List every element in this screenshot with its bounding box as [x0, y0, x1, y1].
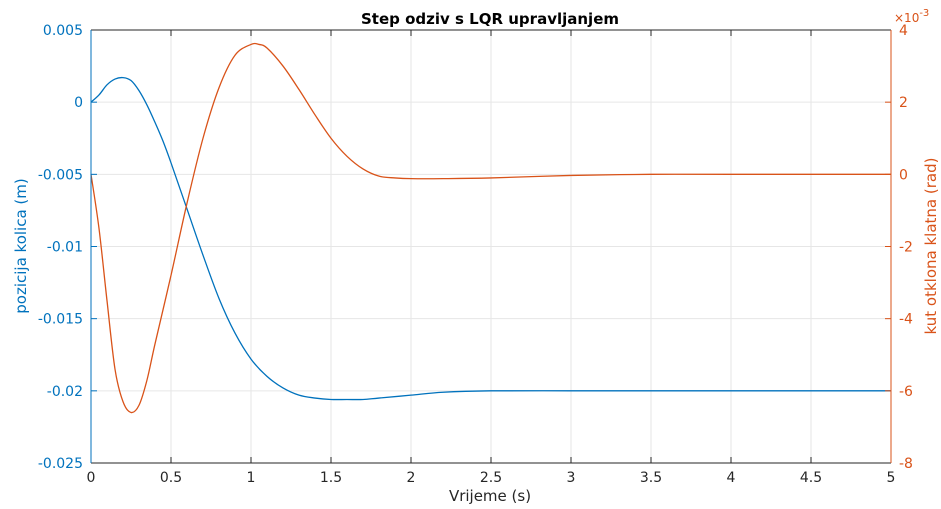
exponent-base: ×10	[894, 11, 919, 25]
y-axis-label-right: kut otklona klatna (rad)	[922, 158, 940, 335]
y-left-tick-label: -0.02	[47, 384, 83, 400]
y-right-tick-label: -4	[899, 312, 913, 328]
x-tick-label: 4.5	[800, 470, 822, 486]
x-tick-label: 5	[887, 470, 896, 486]
y-right-tick-label: -6	[899, 384, 913, 400]
series-group	[90, 42, 891, 414]
tick-labels: 0 0.5 1 1.5 2 2.5 3 3.5 4 4.5 5 0.005 0 -0.005 -0.01 -0…	[38, 23, 913, 486]
x-axis-label: Vrijeme (s)	[449, 487, 531, 505]
y-right-tick-label: 4	[899, 23, 908, 39]
x-tick-label: 2	[407, 470, 416, 486]
right-axis-exponent: ×10-3	[894, 8, 929, 25]
x-tick-label: 4	[727, 470, 736, 486]
chart-title: Step odziv s LQR upravljanjem	[361, 10, 619, 28]
y-axis-label-left: pozicija kolica (m)	[12, 178, 30, 313]
y-right-tick-label: -8	[899, 456, 913, 472]
y-left-tick-label: -0.005	[38, 167, 83, 183]
exponent-power: -3	[919, 8, 929, 19]
y-left-tick-label: 0.005	[43, 23, 83, 39]
y-right-tick-label: -2	[899, 240, 913, 256]
y-left-tick-label: -0.025	[38, 456, 83, 472]
y-left-tick-label: 0	[74, 95, 83, 111]
y-left-tick-label: -0.01	[47, 240, 83, 256]
x-tick-label: 3.5	[640, 470, 662, 486]
x-tick-label: 3	[567, 470, 576, 486]
y-right-tick-label: 0	[899, 167, 908, 183]
x-tick-label: 0.5	[160, 470, 182, 486]
y-left-tick-label: -0.015	[38, 312, 83, 328]
grid-lines	[90, 29, 892, 464]
y-right-tick-label: 2	[899, 95, 908, 111]
x-tick-label: 2.5	[480, 470, 502, 486]
series-line-pendulum-angle	[90, 42, 891, 414]
axes-frame	[90, 29, 892, 464]
series-line-cart-position	[90, 76, 891, 401]
x-tick-label: 1	[247, 470, 256, 486]
x-tick-label: 0	[87, 470, 96, 486]
x-tick-label: 1.5	[320, 470, 342, 486]
